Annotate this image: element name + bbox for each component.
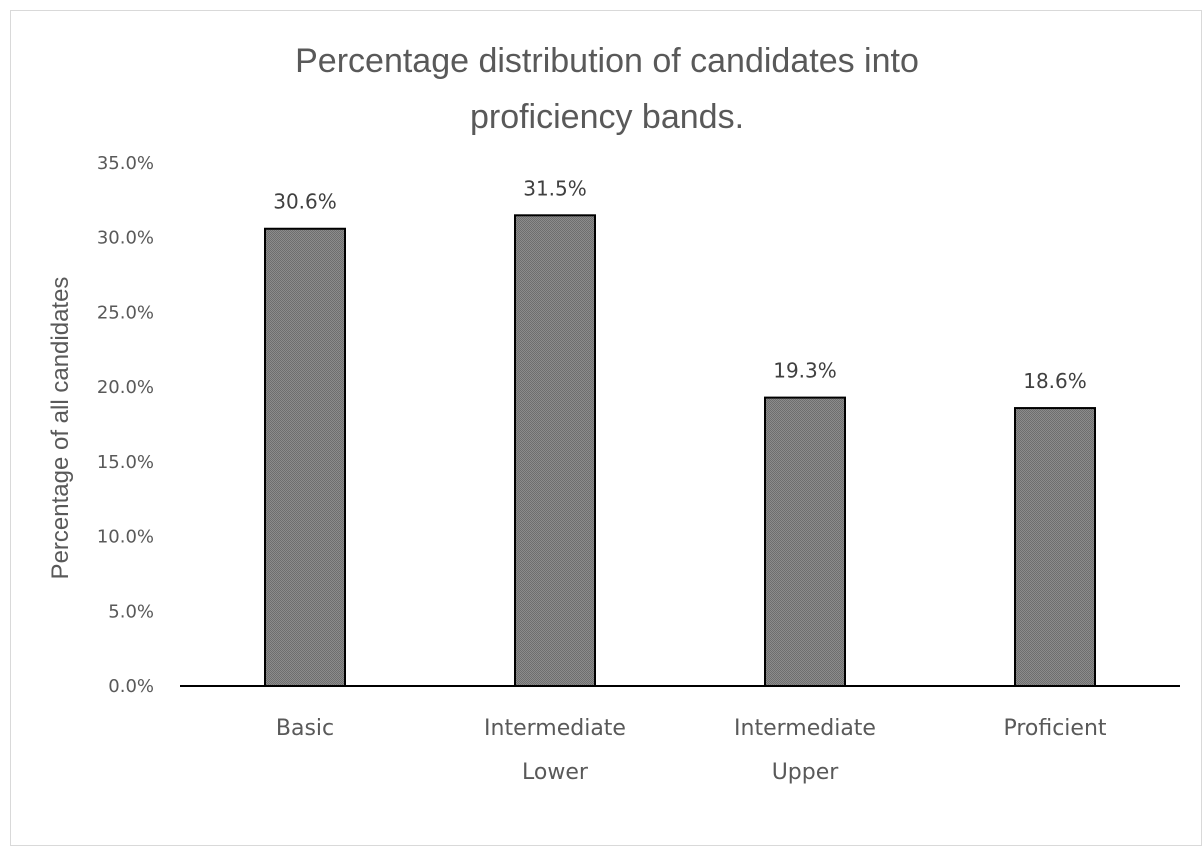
x-tick-label: Intermediate bbox=[484, 716, 626, 741]
chart-title-line-2: proficiency bands. bbox=[470, 98, 744, 136]
y-tick-label: 30.0% bbox=[97, 228, 154, 249]
x-tick-label: Proficient bbox=[1003, 716, 1106, 741]
y-tick-label: 5.0% bbox=[108, 601, 154, 622]
bar bbox=[764, 396, 846, 687]
data-label: 30.6% bbox=[273, 190, 337, 214]
x-tick-labels: Basic Intermediate Lower Intermediate Upper P… bbox=[276, 716, 1107, 785]
bar bbox=[1014, 407, 1096, 687]
data-label: 18.6% bbox=[1023, 369, 1087, 393]
data-label: 19.3% bbox=[773, 359, 837, 383]
y-tick-label: 15.0% bbox=[97, 452, 154, 473]
chart-frame bbox=[10, 10, 1202, 846]
y-axis-label: Percentage of all candidates bbox=[47, 277, 74, 580]
y-tick-labels: 0.0% 5.0% 10.0% 15.0% 20.0% 25.0% 30.0% 35.0% bbox=[97, 153, 154, 697]
y-tick-label: 0.0% bbox=[108, 676, 154, 697]
x-tick-label: Lower bbox=[522, 760, 589, 785]
bar bbox=[514, 214, 596, 688]
chart-title-line-1: Percentage distribution of candidates in… bbox=[295, 42, 919, 80]
y-tick-label: 25.0% bbox=[97, 302, 154, 323]
data-label: 31.5% bbox=[523, 176, 587, 200]
bar bbox=[264, 227, 346, 687]
x-tick-label: Intermediate bbox=[734, 716, 876, 741]
data-labels: 30.6% 31.5% 19.3% 18.6% bbox=[273, 176, 1087, 393]
x-tick-label: Basic bbox=[276, 716, 334, 741]
bars bbox=[264, 214, 1096, 688]
y-tick-label: 10.0% bbox=[97, 527, 154, 548]
y-tick-label: 20.0% bbox=[97, 377, 154, 398]
x-tick-label: Upper bbox=[772, 760, 840, 785]
y-tick-label: 35.0% bbox=[97, 153, 154, 174]
